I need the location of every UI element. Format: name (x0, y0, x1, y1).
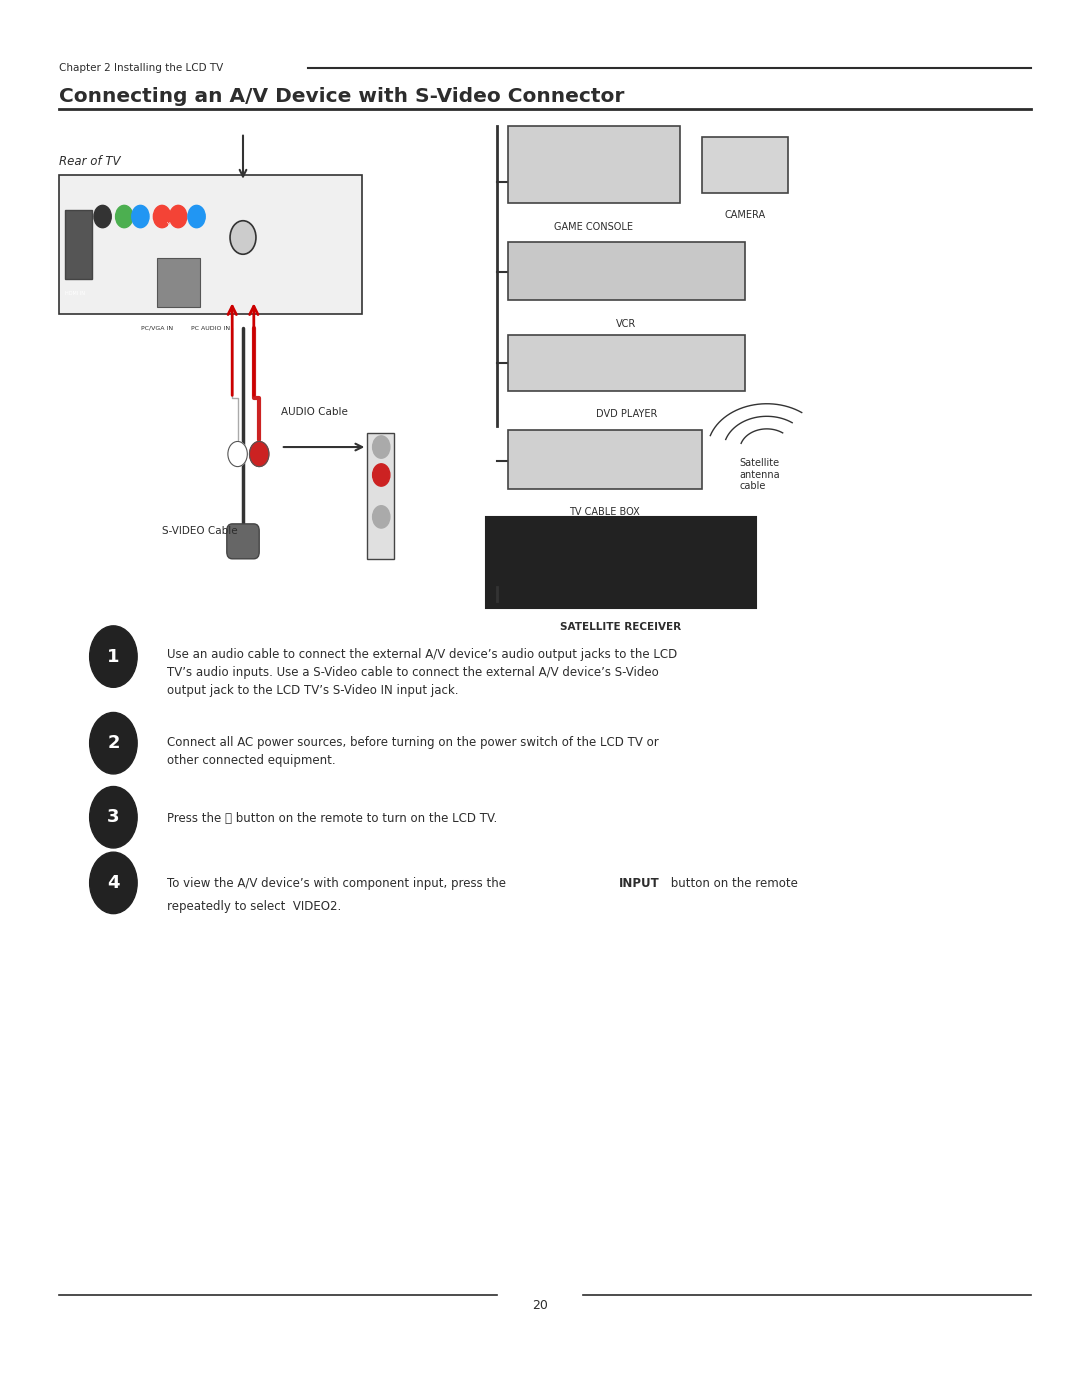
FancyBboxPatch shape (508, 430, 702, 489)
Text: DVD PLAYER: DVD PLAYER (596, 409, 657, 419)
Circle shape (170, 205, 187, 228)
Circle shape (188, 205, 205, 228)
Circle shape (90, 712, 137, 774)
Text: AUDIO Cable: AUDIO Cable (281, 407, 348, 418)
Circle shape (249, 441, 269, 467)
Text: 4: 4 (107, 875, 120, 891)
Circle shape (90, 852, 137, 914)
Text: Use an audio cable to connect the external A/V device’s audio output jacks to th: Use an audio cable to connect the extern… (167, 648, 677, 697)
FancyBboxPatch shape (702, 137, 788, 193)
FancyBboxPatch shape (157, 258, 200, 307)
FancyBboxPatch shape (508, 126, 680, 203)
Circle shape (228, 441, 247, 467)
Text: 3: 3 (107, 809, 120, 826)
Circle shape (116, 205, 133, 228)
FancyBboxPatch shape (508, 242, 745, 300)
FancyBboxPatch shape (59, 175, 362, 314)
FancyBboxPatch shape (508, 335, 745, 391)
Circle shape (94, 205, 111, 228)
Text: To view the A/V device’s with component input, press the: To view the A/V device’s with component … (167, 877, 510, 890)
Text: CAMERA: CAMERA (725, 210, 766, 219)
Text: Satellite
antenna
cable: Satellite antenna cable (740, 458, 781, 492)
Circle shape (153, 205, 171, 228)
Text: Connecting an A/V Device with S-Video Connector: Connecting an A/V Device with S-Video Co… (59, 87, 624, 106)
Text: Press the ⏻ button on the remote to turn on the LCD TV.: Press the ⏻ button on the remote to turn… (167, 812, 498, 824)
Text: Y: Y (165, 222, 170, 228)
Text: Connect all AC power sources, before turning on the power switch of the LCD TV o: Connect all AC power sources, before tur… (167, 736, 659, 767)
Circle shape (90, 787, 137, 848)
Text: PC AUDIO IN: PC AUDIO IN (191, 326, 230, 331)
FancyBboxPatch shape (367, 433, 394, 559)
Text: Chapter 2 Installing the LCD TV: Chapter 2 Installing the LCD TV (59, 63, 224, 73)
Text: repeatedly to select  VIDEO2.: repeatedly to select VIDEO2. (167, 900, 341, 912)
Text: TV CABLE BOX: TV CABLE BOX (569, 507, 640, 517)
Circle shape (230, 221, 256, 254)
Text: button on the remote: button on the remote (667, 877, 798, 890)
Text: VCR: VCR (617, 319, 636, 328)
Circle shape (373, 436, 390, 458)
Text: PC/VGA IN: PC/VGA IN (140, 326, 173, 331)
FancyBboxPatch shape (227, 524, 259, 559)
Text: 1: 1 (107, 648, 120, 665)
Text: 20: 20 (532, 1299, 548, 1312)
Text: Rear of TV: Rear of TV (59, 155, 121, 168)
Text: SATELLITE RECEIVER: SATELLITE RECEIVER (561, 622, 681, 631)
Text: GAME CONSOLE: GAME CONSOLE (554, 222, 634, 232)
Text: HDMI IN: HDMI IN (65, 291, 85, 296)
Text: S-VIDEO Cable: S-VIDEO Cable (162, 525, 238, 536)
Circle shape (90, 626, 137, 687)
FancyBboxPatch shape (486, 517, 756, 608)
Circle shape (132, 205, 149, 228)
Circle shape (373, 506, 390, 528)
Text: INPUT: INPUT (619, 877, 660, 890)
Circle shape (373, 464, 390, 486)
Text: 2: 2 (107, 735, 120, 752)
FancyBboxPatch shape (65, 210, 92, 279)
